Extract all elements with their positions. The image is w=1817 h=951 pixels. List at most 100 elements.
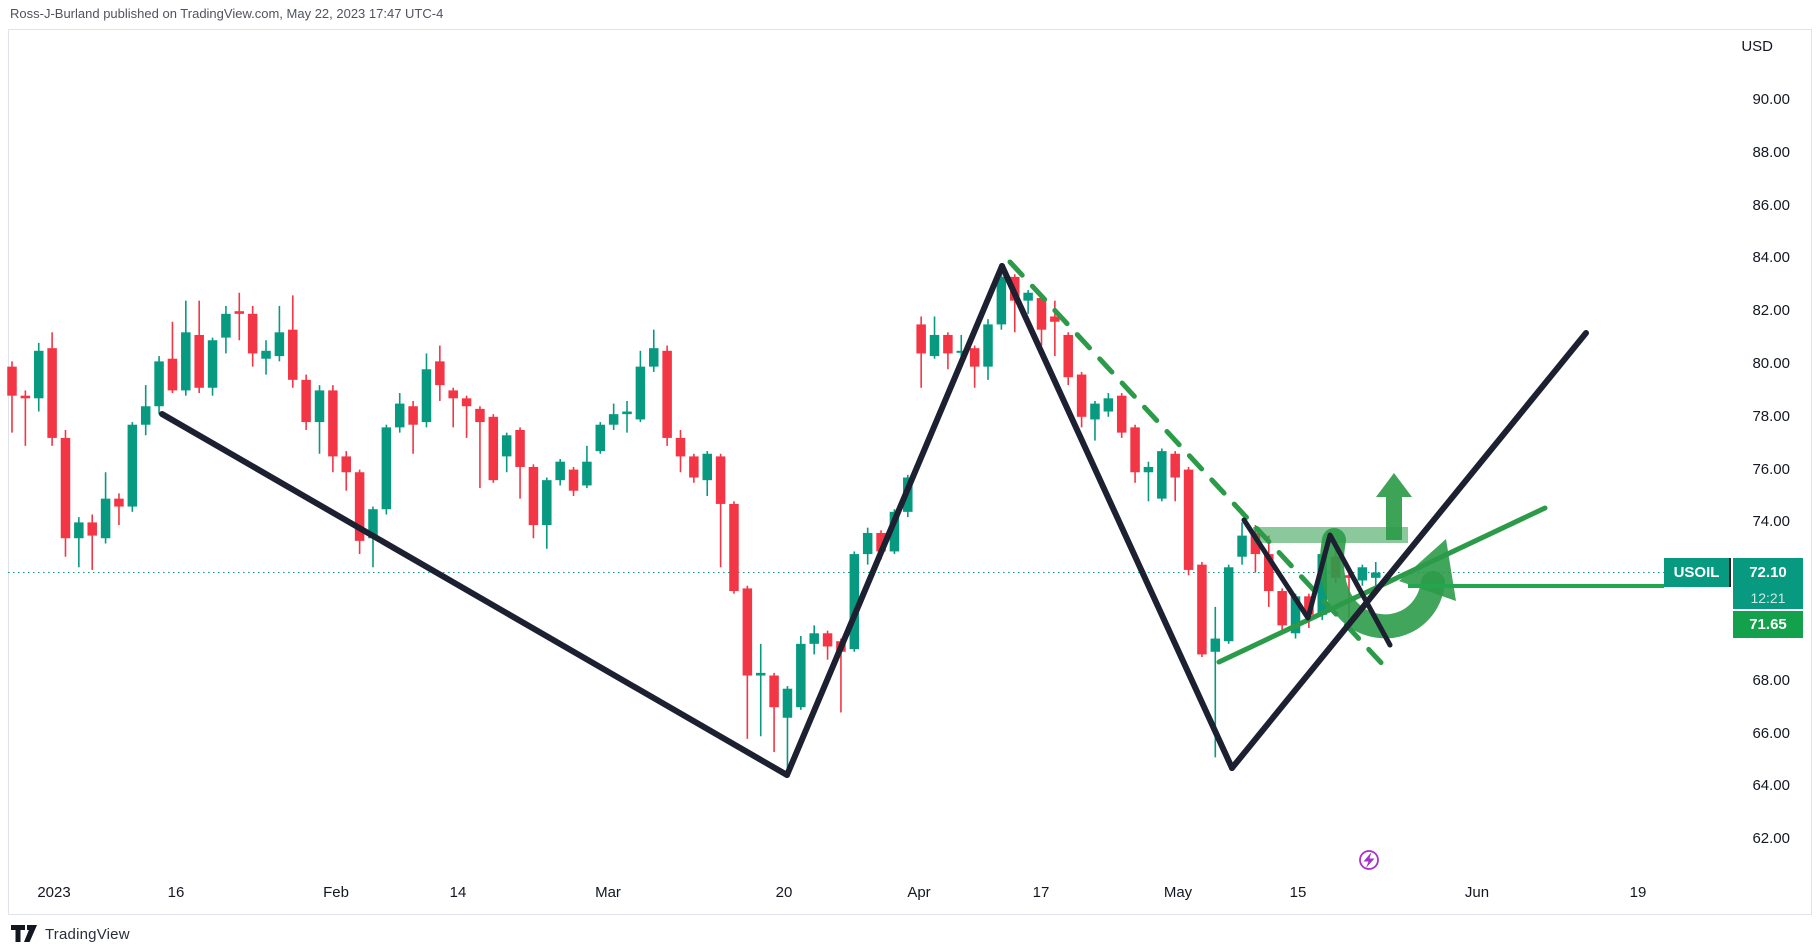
candle-body xyxy=(140,406,151,425)
candle-body xyxy=(181,332,191,391)
chart-plot-area[interactable] xyxy=(8,29,1812,915)
candle-body xyxy=(782,688,793,718)
candle-body xyxy=(1197,564,1207,655)
candle-body xyxy=(702,453,712,481)
candle-body xyxy=(114,498,124,507)
candle-body xyxy=(488,416,499,481)
candle-body xyxy=(7,366,17,396)
candle-body xyxy=(274,332,285,357)
candle-body xyxy=(1344,575,1354,578)
candle-body xyxy=(1090,403,1100,420)
candle-body xyxy=(1116,395,1127,433)
trendline xyxy=(784,263,1005,778)
candle-body xyxy=(1357,567,1368,581)
candle-body xyxy=(261,350,271,359)
candle-body xyxy=(1210,638,1221,652)
candle-body xyxy=(314,390,325,423)
candle-body xyxy=(568,469,579,491)
up-arrow xyxy=(1376,473,1412,540)
candle-body xyxy=(796,643,806,708)
candle-body xyxy=(916,324,926,354)
dashed-trendline xyxy=(1007,259,1389,671)
candle-body xyxy=(448,390,458,399)
candle-body xyxy=(87,522,97,536)
candle-body xyxy=(47,348,57,438)
candle-body xyxy=(421,369,432,423)
candle-body xyxy=(528,466,539,526)
candle-body xyxy=(1023,292,1033,301)
candle-body xyxy=(501,435,512,457)
candle-body xyxy=(542,480,552,526)
candle-body xyxy=(341,456,351,473)
candle-body xyxy=(394,403,405,428)
candle-body xyxy=(755,672,766,676)
candle-body xyxy=(381,427,392,510)
candle-body xyxy=(889,511,900,552)
candle-body xyxy=(943,334,953,354)
trendline xyxy=(1229,330,1589,771)
candle-body xyxy=(461,398,472,407)
candle-body xyxy=(1370,572,1381,578)
candle-body xyxy=(247,313,258,354)
candle-body xyxy=(1157,451,1167,499)
candle-body xyxy=(354,472,365,541)
trendline xyxy=(159,411,790,778)
candle-body xyxy=(608,414,619,425)
candle-body xyxy=(1103,398,1114,412)
candle-body xyxy=(60,437,71,539)
tradingview-logo-icon xyxy=(11,925,37,942)
candle-body xyxy=(996,276,1007,325)
candle-body xyxy=(154,361,164,407)
candle-body xyxy=(809,633,819,644)
candle-body xyxy=(649,348,659,367)
candle-body xyxy=(662,350,672,438)
candle-body xyxy=(301,379,311,423)
candle-body xyxy=(328,390,338,457)
bar-countdown-label: 12:21 xyxy=(1733,587,1803,609)
candle-body xyxy=(635,366,646,420)
candle-body xyxy=(74,522,84,539)
tradingview-logo[interactable]: TradingView xyxy=(10,924,130,945)
candle-body xyxy=(475,408,485,423)
candle-body xyxy=(100,498,111,539)
candle-body xyxy=(408,406,418,425)
candle-body xyxy=(221,313,231,338)
candle-body xyxy=(595,424,606,452)
candle-body xyxy=(1223,567,1234,642)
candle-body xyxy=(742,588,753,676)
candle-body xyxy=(1076,374,1087,417)
candle-body xyxy=(622,411,632,415)
candle-body xyxy=(689,456,699,478)
candle-body xyxy=(435,361,445,386)
candle-body xyxy=(555,461,565,481)
session-price-label: 71.65 xyxy=(1733,611,1803,638)
candle-body xyxy=(675,437,686,457)
candle-body xyxy=(207,340,218,388)
lightning-bolt-icon xyxy=(1363,852,1375,868)
publish-attribution: Ross-J-Burland published on TradingView.… xyxy=(10,6,444,21)
candle-body xyxy=(849,554,860,650)
lightning-marker[interactable] xyxy=(1359,850,1379,870)
candle-body xyxy=(729,503,739,592)
candle-body xyxy=(1143,466,1154,473)
candle-body xyxy=(715,456,726,504)
candle-body xyxy=(1050,316,1060,322)
candle-body xyxy=(515,430,525,467)
candle-body xyxy=(1264,554,1274,592)
last-price-label: 72.10 xyxy=(1733,558,1803,587)
candle-body xyxy=(368,509,378,539)
candle-body xyxy=(288,329,298,380)
candle-body xyxy=(862,532,873,555)
candle-body xyxy=(20,395,31,399)
candle-body xyxy=(1183,469,1194,570)
candle-body xyxy=(876,532,886,552)
trendline xyxy=(999,263,1235,771)
candle-body xyxy=(167,358,178,391)
candle-body xyxy=(1250,532,1261,555)
candle-body xyxy=(969,348,980,367)
symbol-price-badge: USOIL xyxy=(1664,558,1731,587)
candle-body xyxy=(234,311,245,314)
candle-body xyxy=(1237,535,1247,557)
candle-body xyxy=(194,334,204,388)
